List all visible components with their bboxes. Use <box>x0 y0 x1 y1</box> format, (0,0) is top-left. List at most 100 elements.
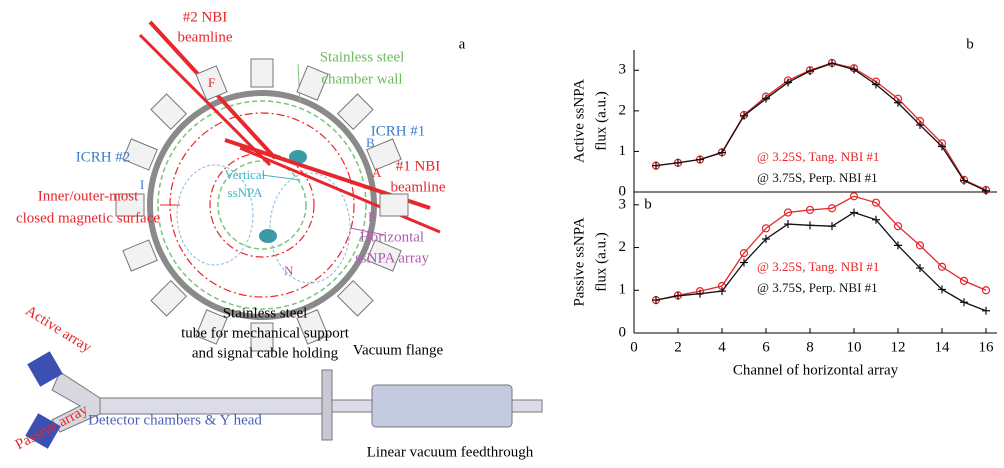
pointer <box>261 174 301 181</box>
pointer <box>297 63 301 103</box>
port <box>296 309 329 345</box>
tube <box>331 399 373 413</box>
label: Stainless steel <box>223 305 308 321</box>
feedthrough <box>371 384 513 428</box>
marker <box>739 249 749 258</box>
y-tick-label: 0 <box>619 183 627 199</box>
marker <box>652 161 660 170</box>
coil <box>176 164 254 266</box>
marker <box>959 276 969 285</box>
marker <box>893 222 903 231</box>
y-axis-label: flux (a.u.) <box>593 232 609 292</box>
label: ssNPA array <box>355 250 430 266</box>
marker <box>784 220 792 229</box>
x-tick-label: 12 <box>891 339 906 355</box>
y-tick-label: 3 <box>619 62 627 78</box>
label: beamline <box>391 179 446 195</box>
ssnpa-head <box>259 229 277 243</box>
marker <box>981 286 991 295</box>
marker <box>652 296 660 305</box>
x-tick-label: 2 <box>674 339 682 355</box>
port <box>115 193 145 217</box>
port <box>150 93 188 131</box>
y-tick-label: 3 <box>619 196 627 212</box>
x-tick-label: 14 <box>935 339 951 355</box>
legend-entry: @ 3.75S, Perp. NBI #1 <box>757 170 878 185</box>
marker <box>806 221 814 230</box>
marker <box>960 176 968 185</box>
marker <box>850 208 858 217</box>
marker <box>849 192 859 201</box>
marker <box>960 298 968 307</box>
port-label: B <box>366 135 375 150</box>
label: beamline <box>178 29 233 45</box>
x-tick-label: 4 <box>718 339 726 355</box>
label: Stainless steel <box>320 49 405 65</box>
series-line <box>655 211 987 312</box>
marker <box>828 222 836 231</box>
port <box>150 279 188 317</box>
beamline-2 <box>138 33 272 167</box>
port <box>195 309 228 345</box>
vessel <box>147 90 377 320</box>
label: Active array <box>22 303 94 356</box>
y-tick-label: 0 <box>619 324 627 340</box>
y-tick-label: 2 <box>619 102 627 118</box>
legend-entry: @ 3.25S, Tang. NBI #1 <box>757 259 879 274</box>
marker <box>740 258 748 267</box>
series-line <box>655 195 987 301</box>
y-tick-label: 2 <box>619 239 627 255</box>
port <box>336 93 374 131</box>
port <box>122 138 158 171</box>
marker <box>937 262 947 271</box>
label: #2 NBI <box>183 9 228 25</box>
x-axis-label: Channel of horizontal array <box>733 362 899 378</box>
marker <box>762 94 770 103</box>
label: chamber wall <box>321 71 402 87</box>
panel-label: a <box>459 36 466 52</box>
port-label: I <box>140 177 144 192</box>
marker <box>761 224 771 233</box>
chamber-wall <box>157 100 367 310</box>
marker <box>805 205 815 215</box>
label: tube for mechanical support <box>181 325 350 341</box>
marker <box>894 98 902 107</box>
port <box>250 58 274 88</box>
marker <box>894 241 902 250</box>
label: Detector chambers & Y head <box>88 412 262 428</box>
panel-label: b <box>966 36 974 52</box>
marker <box>982 306 990 315</box>
y-axis-label: flux (a.u.) <box>593 91 609 151</box>
x-tick-label: 10 <box>847 339 862 355</box>
label: Passive array <box>13 402 91 454</box>
marker <box>696 289 704 298</box>
marker <box>938 285 946 294</box>
marker <box>872 215 880 224</box>
center-wall <box>217 160 307 250</box>
marker <box>674 291 682 300</box>
series-line <box>655 62 987 192</box>
y-tick-label: 1 <box>619 282 627 298</box>
marker <box>827 204 837 213</box>
legend-entry: @ 3.25S, Tang. NBI #1 <box>757 149 879 164</box>
port <box>366 239 402 272</box>
label: and signal cable holding <box>192 345 339 361</box>
marker <box>850 65 858 74</box>
marker <box>783 208 793 217</box>
port <box>366 138 402 171</box>
label: Vertical <box>225 167 266 182</box>
legend-entry: @ 3.75S, Perp. NBI #1 <box>757 280 878 295</box>
label: Inner/outer-most <box>38 188 139 204</box>
marker <box>916 121 924 130</box>
marker <box>872 80 880 89</box>
marker <box>718 287 726 296</box>
flange <box>321 369 333 441</box>
x-tick-label: 6 <box>762 339 770 355</box>
y-axis-label: Passive ssNPA <box>571 217 587 306</box>
marker <box>784 78 792 87</box>
active-chamber <box>27 351 63 387</box>
marker <box>915 241 925 250</box>
marker <box>938 142 946 151</box>
outer-surface <box>169 112 355 298</box>
